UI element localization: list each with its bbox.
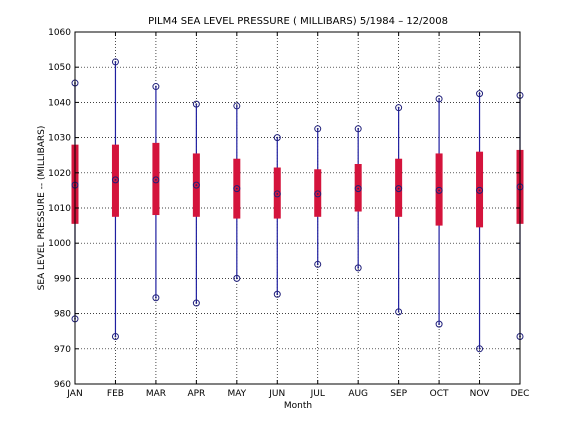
max-dot-apr bbox=[195, 103, 198, 106]
median-marker-nov bbox=[476, 186, 484, 194]
max-marker-aug bbox=[354, 125, 362, 133]
median-marker-oct bbox=[435, 186, 443, 194]
min-marker-oct bbox=[435, 320, 443, 328]
max-dot-sep bbox=[397, 106, 400, 109]
x-tick-label: NOV bbox=[470, 389, 491, 399]
y-tick-label: 1060 bbox=[48, 28, 71, 38]
y-tick-label: 1050 bbox=[48, 63, 71, 73]
max-dot-oct bbox=[438, 97, 440, 100]
y-tick-label: 970 bbox=[54, 345, 71, 355]
max-marker-sep bbox=[395, 104, 403, 112]
median-dot-oct bbox=[438, 189, 440, 192]
min-dot-mar bbox=[155, 296, 157, 299]
y-tick-label: 960 bbox=[54, 380, 71, 390]
y-tick-label: 1020 bbox=[48, 169, 71, 179]
min-dot-aug bbox=[357, 266, 360, 269]
max-marker-oct bbox=[435, 95, 443, 103]
max-dot-jul bbox=[316, 127, 319, 130]
median-marker-feb bbox=[111, 176, 119, 184]
y-tick-label: 1030 bbox=[48, 134, 71, 144]
y-tick-label: 980 bbox=[54, 310, 71, 320]
min-marker-jun bbox=[273, 290, 281, 298]
x-tick-label: MAR bbox=[146, 389, 166, 399]
x-axis-label: Month bbox=[284, 401, 312, 411]
x-tick-label: SEP bbox=[390, 389, 407, 399]
median-dot-may bbox=[235, 187, 238, 190]
x-tick-label: FEB bbox=[107, 389, 124, 399]
min-marker-jul bbox=[314, 260, 322, 268]
x-tick-label: MAY bbox=[227, 389, 246, 399]
median-marker-may bbox=[233, 185, 241, 193]
max-marker-jul bbox=[314, 125, 322, 133]
min-dot-sep bbox=[397, 310, 400, 313]
chart-title: PILM4 SEA LEVEL PRESSURE ( MILLIBARS) 5/… bbox=[148, 16, 448, 27]
min-marker-apr bbox=[192, 299, 200, 307]
max-marker-feb bbox=[111, 58, 119, 66]
median-dot-mar bbox=[155, 178, 157, 181]
min-marker-sep bbox=[395, 308, 403, 316]
min-dot-apr bbox=[195, 302, 198, 304]
median-dot-apr bbox=[195, 184, 198, 187]
grid bbox=[75, 32, 520, 384]
median-marker-mar bbox=[152, 176, 160, 184]
x-tick-label: JUN bbox=[268, 389, 285, 399]
x-tick-label: AUG bbox=[348, 389, 368, 399]
y-tick-label: 990 bbox=[54, 274, 71, 284]
y-tick-labels: 960 970 980 990 1000 1010 1020 1030 1040 1050 1060 bbox=[48, 28, 520, 390]
median-marker-aug bbox=[354, 185, 362, 193]
median-marker-apr bbox=[192, 181, 200, 189]
x-tick-label: JUL bbox=[310, 389, 325, 399]
min-dot-feb bbox=[114, 335, 117, 338]
max-marker-mar bbox=[152, 83, 160, 91]
median-dot-nov bbox=[478, 189, 481, 192]
min-dot-jun bbox=[276, 293, 279, 296]
min-marker-may bbox=[233, 274, 241, 282]
median-dot-jun bbox=[276, 193, 279, 195]
max-dot-feb bbox=[114, 61, 117, 63]
min-dot-nov bbox=[478, 347, 481, 350]
median-marker-jun bbox=[273, 190, 281, 198]
min-marker-mar bbox=[152, 294, 160, 302]
median-dot-sep bbox=[397, 187, 400, 190]
max-marker-jun bbox=[273, 134, 281, 142]
max-dot-nov bbox=[478, 92, 481, 95]
max-dot-may bbox=[235, 105, 238, 107]
median-dot-feb bbox=[114, 178, 117, 181]
y-tick-label: 1010 bbox=[48, 204, 71, 214]
median-marker-sep bbox=[395, 185, 403, 193]
x-tick-label: JAN bbox=[66, 389, 82, 399]
max-dot-mar bbox=[155, 85, 157, 88]
max-marker-apr bbox=[192, 100, 200, 108]
x-tick-label: DEC bbox=[511, 389, 530, 399]
y-tick-label: 1040 bbox=[48, 98, 71, 108]
x-tick-label: OCT bbox=[430, 389, 449, 399]
max-dot-jun bbox=[276, 136, 279, 139]
median-dot-jul bbox=[316, 193, 319, 195]
median-marker-jul bbox=[314, 190, 322, 198]
min-dot-may bbox=[235, 277, 238, 280]
median-dot-aug bbox=[357, 187, 360, 190]
y-axis-label: SEA LEVEL PRESSURE -- (MILLIBARS) bbox=[37, 126, 47, 291]
min-marker-aug bbox=[354, 264, 362, 272]
y-tick-label: 1000 bbox=[48, 239, 71, 249]
max-marker-nov bbox=[476, 90, 484, 98]
min-marker-feb bbox=[111, 332, 119, 340]
min-dot-oct bbox=[438, 323, 440, 326]
max-marker-may bbox=[233, 102, 241, 110]
min-marker-nov bbox=[476, 345, 484, 353]
max-dot-aug bbox=[357, 127, 360, 130]
x-tick-label: APR bbox=[187, 389, 205, 399]
min-dot-jul bbox=[316, 263, 319, 266]
x-tick-labels: JAN FEB MAR APR MAY JUN JUL AUG SEP OCT NOV DEC bbox=[66, 32, 529, 399]
